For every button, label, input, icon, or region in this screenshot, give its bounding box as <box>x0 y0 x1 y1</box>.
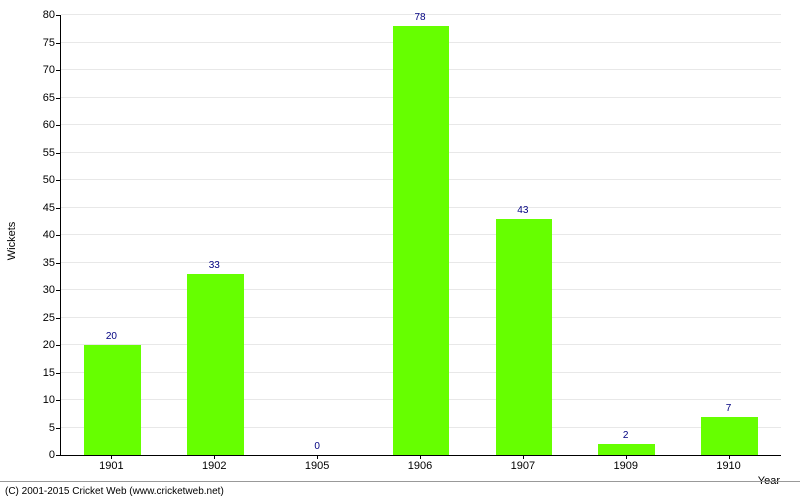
y-tick-label: 55 <box>25 147 55 159</box>
y-tick-mark <box>56 373 60 374</box>
y-tick-mark <box>56 318 60 319</box>
bar-value-label: 43 <box>517 205 528 216</box>
y-tick-label: 5 <box>25 422 55 434</box>
y-tick-label: 45 <box>25 202 55 214</box>
x-tick-mark <box>214 455 215 459</box>
plot-area <box>60 15 781 456</box>
x-tick-label: 1910 <box>716 460 740 472</box>
x-tick-mark <box>523 455 524 459</box>
y-tick-label: 30 <box>25 284 55 296</box>
y-tick-mark <box>56 290 60 291</box>
y-tick-mark <box>56 98 60 99</box>
y-axis-label: Wickets <box>6 222 18 261</box>
x-tick-mark <box>626 455 627 459</box>
y-tick-label: 70 <box>25 64 55 76</box>
y-tick-mark <box>56 235 60 236</box>
bar-value-label: 20 <box>106 331 117 342</box>
y-tick-label: 40 <box>25 229 55 241</box>
copyright-text: (C) 2001-2015 Cricket Web (www.cricketwe… <box>5 486 224 497</box>
y-tick-mark <box>56 400 60 401</box>
x-tick-label: 1909 <box>613 460 637 472</box>
y-tick-label: 80 <box>25 9 55 21</box>
bar <box>187 274 244 456</box>
x-tick-label: 1901 <box>99 460 123 472</box>
y-tick-mark <box>56 70 60 71</box>
bar-value-label: 33 <box>209 260 220 271</box>
y-tick-label: 10 <box>25 394 55 406</box>
chart-container: Wickets Year (C) 2001-2015 Cricket Web (… <box>0 0 800 500</box>
x-tick-mark <box>317 455 318 459</box>
bar-value-label: 78 <box>414 12 425 23</box>
bar <box>393 26 450 455</box>
bar <box>84 345 141 455</box>
bar <box>496 219 553 456</box>
y-tick-mark <box>56 180 60 181</box>
y-tick-label: 50 <box>25 174 55 186</box>
bar-value-label: 7 <box>726 403 732 414</box>
y-tick-label: 35 <box>25 257 55 269</box>
y-tick-mark <box>56 125 60 126</box>
x-tick-mark <box>729 455 730 459</box>
y-tick-mark <box>56 208 60 209</box>
y-tick-label: 0 <box>25 449 55 461</box>
x-tick-label: 1905 <box>305 460 329 472</box>
x-tick-label: 1907 <box>511 460 535 472</box>
bar <box>598 444 655 455</box>
y-tick-mark <box>56 455 60 456</box>
copyright-divider <box>0 481 800 482</box>
y-tick-label: 20 <box>25 339 55 351</box>
x-tick-label: 1902 <box>202 460 226 472</box>
y-tick-mark <box>56 345 60 346</box>
y-tick-mark <box>56 428 60 429</box>
bar-value-label: 2 <box>623 430 629 441</box>
bar-value-label: 0 <box>314 441 320 452</box>
bar <box>701 417 758 456</box>
x-tick-mark <box>420 455 421 459</box>
y-tick-label: 25 <box>25 312 55 324</box>
y-tick-label: 65 <box>25 92 55 104</box>
y-tick-mark <box>56 43 60 44</box>
x-tick-mark <box>111 455 112 459</box>
y-tick-mark <box>56 263 60 264</box>
y-tick-mark <box>56 15 60 16</box>
y-tick-label: 60 <box>25 119 55 131</box>
y-tick-label: 15 <box>25 367 55 379</box>
x-tick-label: 1906 <box>408 460 432 472</box>
y-tick-mark <box>56 153 60 154</box>
y-tick-label: 75 <box>25 37 55 49</box>
